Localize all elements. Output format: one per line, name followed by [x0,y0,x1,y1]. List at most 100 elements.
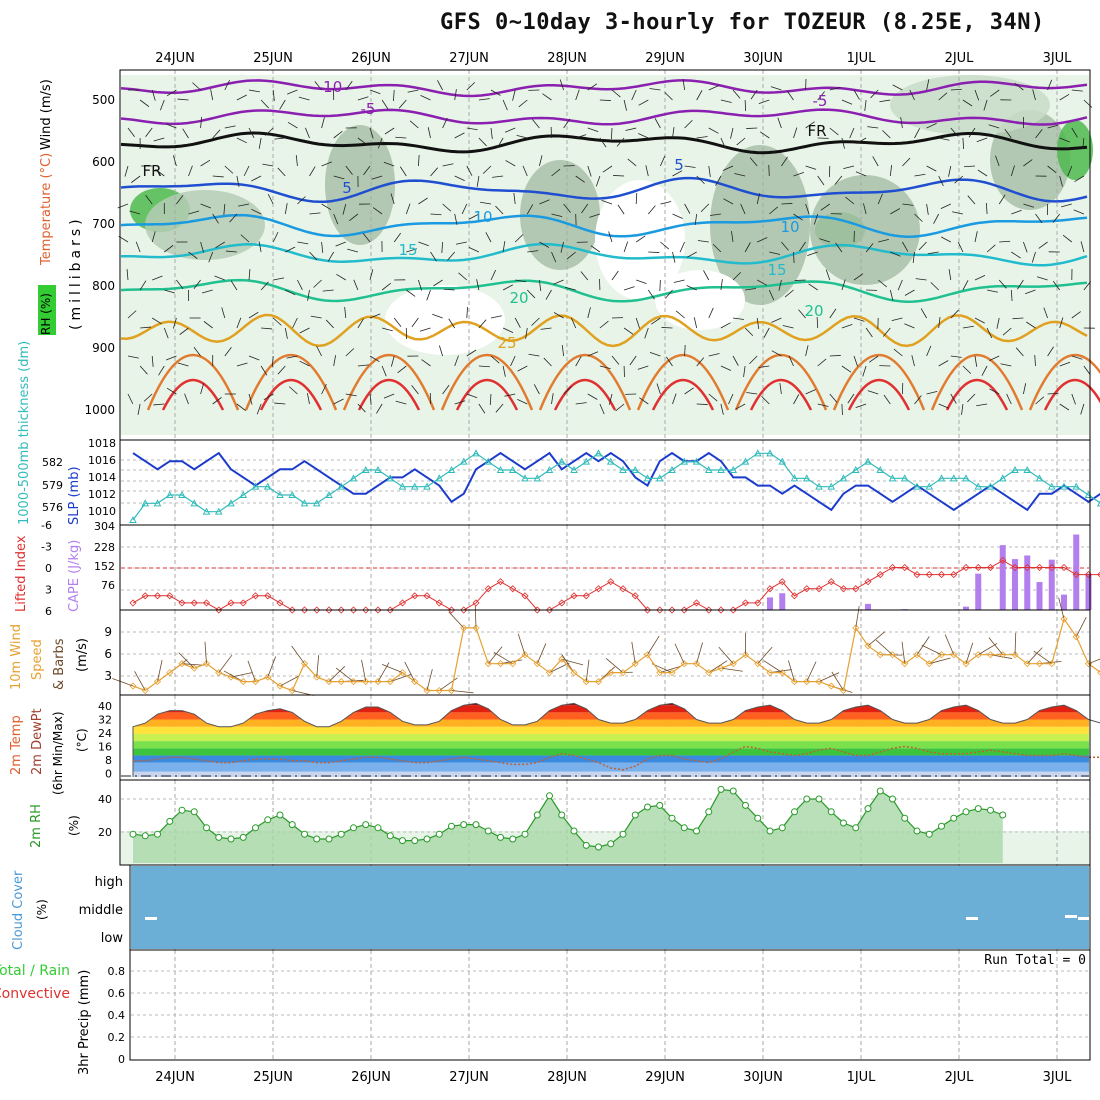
wind-barb [279,675,300,687]
wind-barb [625,127,637,131]
li-marker [901,563,909,572]
wind-barb [248,269,251,281]
wind-barb [575,356,582,367]
rh-marker [472,821,480,829]
wind-barb [316,655,320,678]
wind-barb [248,393,253,405]
wind-barb [152,275,163,281]
wind-barb [476,175,480,187]
thickness-marker [129,515,137,523]
wind-barb [696,642,703,664]
li-marker [864,578,872,586]
cape-tick-label: 152 [94,560,115,573]
wind-barb [769,206,778,215]
wind-barb [203,321,213,329]
wind-barb [590,245,601,253]
wind-barb [1047,165,1057,174]
thickness-marker [447,465,456,473]
li-marker [472,599,480,607]
wind-barb [236,317,242,329]
wind-barb [1059,317,1064,329]
temp-contour-30 [146,353,240,411]
temp-contour-label: FR [807,122,826,140]
wind-barb [664,91,673,101]
wind-barb [333,130,343,139]
cloud-gap [1078,917,1090,920]
slp-tick-label: 1018 [88,437,116,450]
wind-barb [784,289,794,298]
date-label-bottom: 25JUN [253,1070,293,1085]
wind-barb [732,355,739,366]
wind-barb [639,397,649,405]
li-marker [790,592,799,600]
wind-barb [333,355,337,367]
wind-barb [531,317,540,326]
wind-barb [353,279,359,291]
wind-barb [395,400,407,405]
temp-contour-label: 20 [509,289,528,307]
date-label-bottom: 27JUN [449,1070,489,1085]
wind-barb [563,203,571,213]
wind-barb [478,365,490,368]
wind-barb [736,137,746,146]
wind-barb [890,208,901,215]
wind-barb [328,666,346,682]
wind-barb [763,660,783,673]
precip-tick-label: 0.8 [108,965,126,978]
wind-barb [853,273,864,281]
wind-barb [930,282,939,291]
millibars-axis-label: (millibars) [68,215,84,330]
wind-barb [731,231,734,243]
rh-marker [791,808,798,816]
wind-barb [151,231,156,243]
wind-barb [522,165,528,177]
wind-barb [274,402,286,405]
wind-speed-marker [264,673,272,681]
rh-marker [876,787,884,795]
wind-speed-marker [901,660,909,668]
temp-contour-freezing [120,131,1088,155]
wind-barb [525,327,528,339]
wind-barb [345,165,353,175]
wind-barb [476,279,480,291]
wind-barb [819,238,830,243]
wind-barb [390,355,395,367]
wind-barb [502,365,506,377]
li-marker [766,585,774,593]
wind-barb [309,251,318,261]
wind-speed-marker [729,660,737,668]
cloud-units-label: (%) [35,899,49,920]
wind-barb [672,170,683,177]
wind10-speed-label: Speed [30,639,45,680]
wind-barb [291,645,305,664]
wind-barb [1023,159,1033,167]
wind-barb [757,279,768,286]
wind-barb [179,327,189,335]
cape-bar [975,573,982,610]
wind-barb [660,201,672,205]
wind-barb [327,251,335,262]
wind-barb [1058,597,1065,620]
wind-speed-marker [778,669,786,677]
wind-barb [502,284,514,291]
wind-barb [1011,209,1022,215]
wind-barb [514,234,524,243]
wind-barb [728,393,734,405]
wind-barb [1023,203,1035,208]
wind-barb [788,355,794,367]
wind-barb [962,280,969,291]
wind-barb [490,89,501,96]
wind-barb [843,165,855,170]
wind-barb [571,317,577,329]
rh-marker [815,795,823,803]
wind-barb [805,389,816,395]
wind-barb [451,690,474,694]
wind-barb [872,156,879,167]
rh-legend-swatch [38,285,56,335]
wind-barb [745,288,757,291]
rh-marker [766,827,774,835]
wind-barb [926,165,937,172]
wind-barb [708,127,719,134]
wind-barb [1035,213,1043,224]
wind-barb [611,270,619,281]
